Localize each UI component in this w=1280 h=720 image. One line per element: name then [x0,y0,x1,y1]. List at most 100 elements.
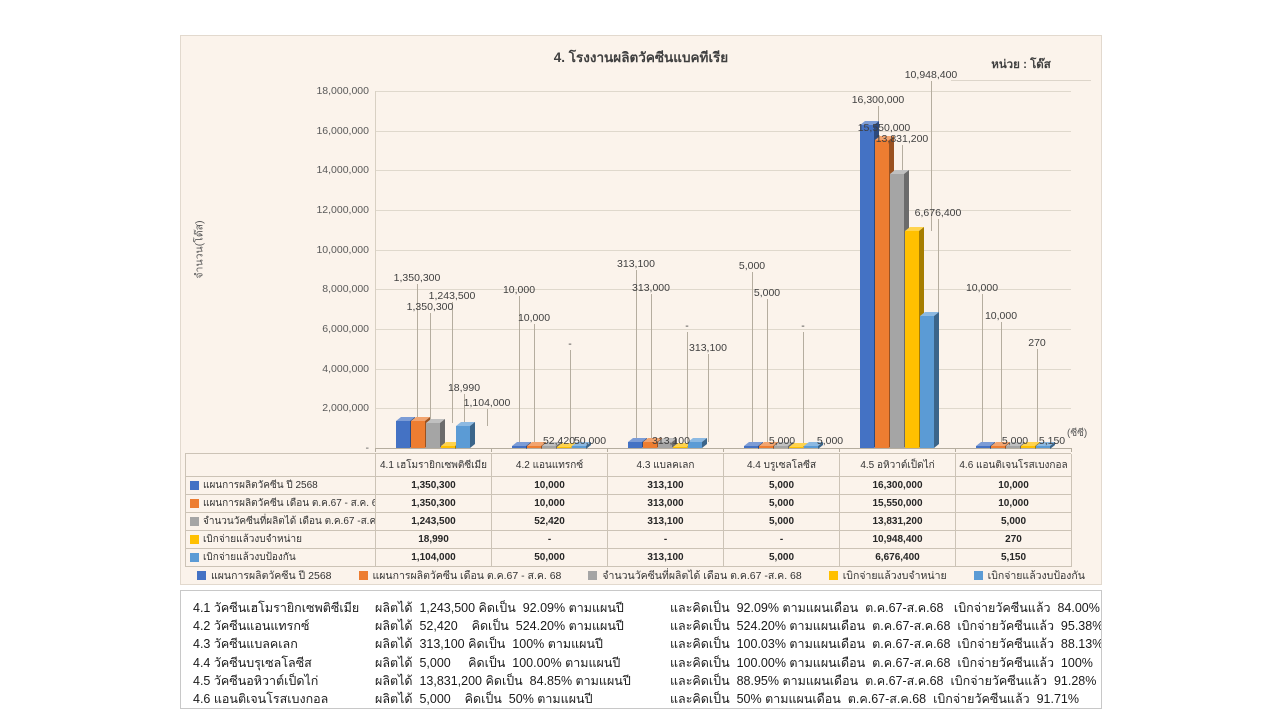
table-cell: 10,948,400 [840,531,956,549]
legend-item: เบิกจ่ายแล้วงบจำหน่าย [828,567,947,584]
gridline [375,210,1071,211]
gridline [375,170,1071,172]
bar-data-label: 10,000 [984,310,1018,322]
x-axis-tick [607,448,608,452]
bar [1020,445,1035,448]
table-cell: - [724,531,840,549]
legend-item: จำนวนวัคซีนที่ผลิตได้ เดือน ต.ค.67 -ส.ค.… [588,567,802,584]
table-cell: 18,990 [376,531,492,549]
legend-swatch-icon [588,571,598,580]
bar [526,445,541,448]
table-column-header: 4.5 อหิวาต์เป็ดไก่ [840,454,956,477]
summary-name: 4.5 วัคซีนอหิวาต์เป็ดไก่ [193,673,319,688]
x-axis-tick [491,448,492,452]
bar-data-label: 5,000 [816,435,844,447]
legend-swatch-icon [973,571,983,580]
x-axis-tick [1071,448,1072,452]
summary-name: 4.6 แอนติเจนโรสเบงกอล [193,692,329,707]
bar-data-label: 1,350,300 [406,301,454,313]
bar [1005,445,1020,448]
bar [874,139,889,448]
label-leader-line [938,219,939,316]
table-cell: 313,100 [608,477,724,495]
legend-swatch-icon [358,571,368,580]
gridline [375,130,1071,132]
y-tick-label: 18,000,000 [316,85,369,97]
bar-data-label: 18,990 [447,382,481,394]
bar-data-label: 50,000 [573,435,607,447]
x-axis-unit-label: (ซีซี) [1067,428,1088,439]
series-swatch-icon [190,535,199,544]
legend-label: จำนวนวัคซีนที่ผลิตได้ เดือน ต.ค.67 -ส.ค.… [602,570,802,582]
bar-side-face [469,422,475,448]
series-swatch-icon [190,517,199,526]
gridline [375,329,1071,330]
summary-row: 4.4 วัคซีนบรุเซลโลซีส ผลิตได้ 5,000 คิดเป… [193,654,1101,672]
bar-data-label: 13,831,200 [875,133,929,145]
gridline [375,249,1071,251]
legend-label: เบิกจ่ายแล้วงบจำหน่าย [842,570,947,582]
y-tick-label: 4,000,000 [322,362,369,375]
label-leader-line [636,270,637,442]
bar-data-label: 313,100 [617,258,655,270]
summary-name: 4.4 วัคซีนบรุเซลโลซีส [193,655,312,670]
table-cell: 313,100 [608,513,724,531]
legend-label: แผนการผลิตวัคซีน ปี 2568 [211,570,332,582]
label-leader-line [417,284,418,422]
bar [919,315,934,448]
table-cell: 6,676,400 [840,549,956,567]
bar-data-label: 10,000 [517,312,551,324]
bar [395,421,410,448]
gridline [375,91,1071,92]
bar-data-label: 313,100 [689,342,727,354]
bar [687,441,702,448]
table-cell: 270 [956,531,1072,549]
legend-label: แผนการผลิตวัคซีน เดือน ต.ค.67 - ส.ค. 68 [372,570,562,582]
table-cell: 16,300,000 [840,477,956,495]
y-tick-label: 6,000,000 [322,323,369,335]
bar [556,447,571,448]
y-tick-label: 16,000,000 [316,124,369,137]
bar [571,445,586,448]
bar [511,445,526,448]
legend-label: เบิกจ่ายแล้วงบป้องกัน [987,570,1085,582]
gridline [375,408,1071,410]
summary-row: 4.2 วัคซีนแอนแทรกซ์ ผลิตได้ 52,420 คิดเป็… [193,617,1101,635]
label-leader-line [487,409,488,427]
bar-data-label: 1,243,500 [428,290,476,302]
x-axis-tick [723,448,724,452]
chart-panel: 4. โรงงานผลิตวัคซีนแบคทีเรีย หน่วย : โด๊… [180,35,1102,585]
label-leader-line [570,350,571,447]
table-row-label: จำนวนวัคซีนที่ผลิตได้ เดือน ต.ค.67 -ส.ค.… [186,513,376,531]
label-leader-line [430,313,431,422]
summary-name: 4.2 วัคซีนแอนแทรกซ์ [193,619,310,634]
bar [642,441,657,448]
data-table: 4.1 เฮโมรายิกเซพติซีเมีย 4.2 แอนแทรกซ์ 4.3… [185,453,1072,567]
bar-data-label: 5,000 [1001,435,1029,447]
bar-data-label: 16,300,000 [851,94,905,106]
label-leader-line [708,354,709,442]
label-leader-line [519,296,520,446]
table-cell: 5,000 [724,495,840,513]
legend-item: แผนการผลิตวัคซีน เดือน ต.ค.67 - ส.ค. 68 [358,567,562,584]
label-leader-line [452,302,453,424]
summary-monthly: และคิดเป็น 524.20% ตามแผนเดือน ต.ค.67-ส.… [670,619,1101,634]
bar [1035,445,1050,448]
bar [425,423,440,448]
table-cell: 5,000 [956,513,1072,531]
bar [758,445,773,448]
series-swatch-icon [190,499,199,508]
table-cell: 10,000 [956,477,1072,495]
bar-data-label: 6,676,400 [914,207,962,219]
label-leader-line [687,332,688,447]
summary-production: ผลิตได้ 5,000 คิดเป็น 100.00% ตามแผนปี [375,655,621,670]
bar [410,421,425,448]
label-leader-line [982,294,983,446]
table-row-label: เบิกจ่ายแล้วงบจำหน่าย [186,531,376,549]
bar-data-label: 1,104,000 [463,397,511,409]
bar-data-label: - [801,320,805,332]
bar [440,445,455,448]
label-leader-line [1037,349,1038,446]
table-cell: 10,000 [492,495,608,513]
table-cell: 15,550,000 [840,495,956,513]
